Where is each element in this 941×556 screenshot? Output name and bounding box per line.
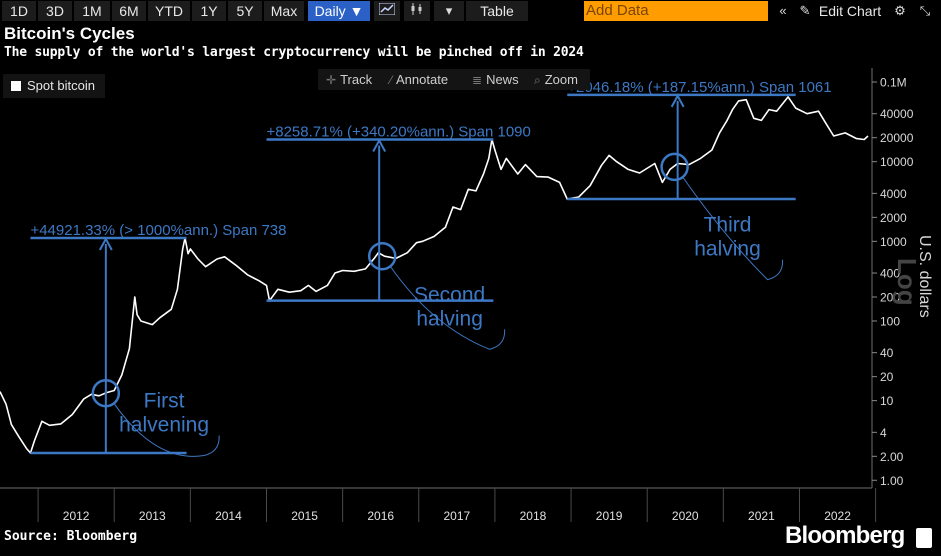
range-1m-button[interactable]: 1M	[74, 1, 110, 21]
y-tick-label: 400	[880, 267, 900, 281]
x-tick-label: 2013	[139, 509, 166, 523]
y-tick-label: 2.00	[880, 450, 904, 464]
range-1y-button[interactable]: 1Y	[192, 1, 226, 21]
legend-swatch	[11, 81, 21, 91]
gear-icon[interactable]: ⚙	[890, 1, 910, 21]
news-label: News	[486, 72, 519, 87]
cycle-gain-label: +8258.71% (+340.20%ann.) Span 1090	[266, 123, 530, 140]
y-tick-label: 40	[880, 346, 894, 360]
range-max-button[interactable]: Max	[264, 1, 304, 21]
zoom-label: Zoom	[544, 72, 578, 87]
cycle-gain-label: +44921.33% (> 1000%ann.) Span 738	[30, 222, 286, 239]
table-button[interactable]: Table	[466, 1, 528, 21]
y-tick-label: 1000	[880, 235, 907, 249]
x-tick-label: 2014	[215, 509, 242, 523]
range-ytd-button[interactable]: YTD	[148, 1, 190, 21]
halving-marker	[91, 378, 121, 408]
annotation-layer: +44921.33% (> 1000%ann.) Span 738 +8258.7…	[30, 79, 832, 457]
x-tick-label: 2017	[443, 509, 470, 523]
add-data-input[interactable]	[584, 1, 768, 21]
edit-chart-button[interactable]: Edit Chart	[816, 1, 884, 21]
zoom-tool[interactable]: ⌕ Zoom	[534, 71, 578, 88]
x-tick-label: 2020	[672, 509, 699, 523]
halving-callout-curve	[682, 176, 784, 281]
news-tool[interactable]: ≣ News	[472, 71, 519, 88]
chart-tools: ✛ Track ⁄ Annotate ≣ News ⌕ Zoom	[318, 69, 590, 90]
legend-label: Spot bitcoin	[27, 78, 95, 93]
candlestick-chart-icon[interactable]	[404, 1, 430, 21]
log-scale-watermark: Log	[892, 258, 922, 306]
halving-marker	[367, 241, 397, 271]
price-line	[0, 96, 869, 454]
y-tick-label: 10	[880, 394, 894, 408]
y-tick-label: 4	[880, 426, 887, 440]
halving-callout-curve	[113, 402, 220, 457]
expand-icon[interactable]: ⤡	[914, 1, 936, 21]
frequency-dropdown[interactable]: Daily ▼	[308, 1, 370, 21]
y-tick-label: 20000	[880, 131, 914, 145]
y-tick-label: 1.00	[880, 474, 904, 488]
crosshair-icon: ✛	[326, 73, 337, 87]
y-tick-label: 2000	[880, 211, 907, 225]
legend[interactable]: Spot bitcoin	[3, 74, 105, 98]
line-chart-icon[interactable]	[374, 1, 400, 21]
source-note: Source: Bloomberg	[4, 529, 138, 544]
chart-subtitle: The supply of the world's largest crypto…	[4, 45, 584, 60]
y-tick-label: 200	[880, 291, 900, 305]
news-icon: ≣	[472, 73, 483, 87]
cycle-gain-label: +2046.18% (+187.15%ann.) Span 1061	[567, 79, 831, 96]
collapse-icon[interactable]: «	[772, 1, 794, 21]
cycle-arrow-head	[98, 236, 113, 251]
annotate-tool[interactable]: ⁄ Annotate	[390, 71, 448, 88]
track-label: Track	[340, 72, 373, 87]
x-tick-label: 2019	[596, 509, 623, 523]
x-tick-label: 2022	[824, 509, 851, 523]
annotate-icon: ⁄	[390, 73, 393, 87]
x-tick-label: 2021	[748, 509, 775, 523]
range-5y-button[interactable]: 5Y	[228, 1, 262, 21]
chart-title: Bitcoin's Cycles	[4, 24, 135, 43]
y-tick-label: 0.1M	[880, 76, 907, 90]
y-tick-label: 10000	[880, 155, 914, 169]
x-tick-label: 2012	[63, 509, 90, 523]
bloomberg-logo: Bloomberg	[785, 522, 905, 549]
range-6m-button[interactable]: 6M	[112, 1, 146, 21]
halving-label: halving	[416, 307, 483, 330]
halving-label: Third	[704, 214, 752, 237]
track-tool[interactable]: ✛ Track	[326, 71, 372, 88]
y-tick-label: 4000	[880, 187, 907, 201]
halving-label: First	[144, 390, 185, 413]
cycle-arrow-head	[372, 138, 387, 152]
toolbar: 1D 3D 1M 6M YTD 1Y 5Y Max Daily ▼ ▾ Tabl…	[0, 0, 941, 22]
x-tick-label: 2016	[367, 509, 394, 523]
bloomberg-logo-mark	[916, 528, 932, 548]
cycle-arrow-head	[670, 93, 685, 108]
series-layer	[0, 96, 869, 454]
halving-label: halving	[694, 238, 761, 261]
pencil-icon[interactable]: ✎	[796, 1, 814, 21]
y-tick-label: 40000	[880, 107, 914, 121]
magnifier-icon: ⌕	[534, 73, 541, 87]
x-tick-label: 2018	[520, 509, 547, 523]
x-tick-label: 2015	[291, 509, 318, 523]
halving-callout-curve	[389, 265, 506, 350]
range-1d-button[interactable]: 1D	[2, 1, 36, 21]
halving-label: halvening	[119, 414, 209, 437]
range-3d-button[interactable]: 3D	[38, 1, 72, 21]
y-tick-label: 20	[880, 370, 894, 384]
axis-layer: 1.00 2.00 4 10 20 40 100 200 400 1000 2000 4000 1000…	[0, 68, 933, 523]
halving-label: Second	[414, 283, 485, 306]
y-tick-label: 100	[880, 314, 900, 328]
y-axis-title: U.S. dollars	[916, 235, 933, 318]
halving-marker	[660, 152, 689, 182]
annotate-label: Annotate	[396, 72, 449, 87]
chart-type-chevron-icon[interactable]: ▾	[434, 1, 464, 21]
